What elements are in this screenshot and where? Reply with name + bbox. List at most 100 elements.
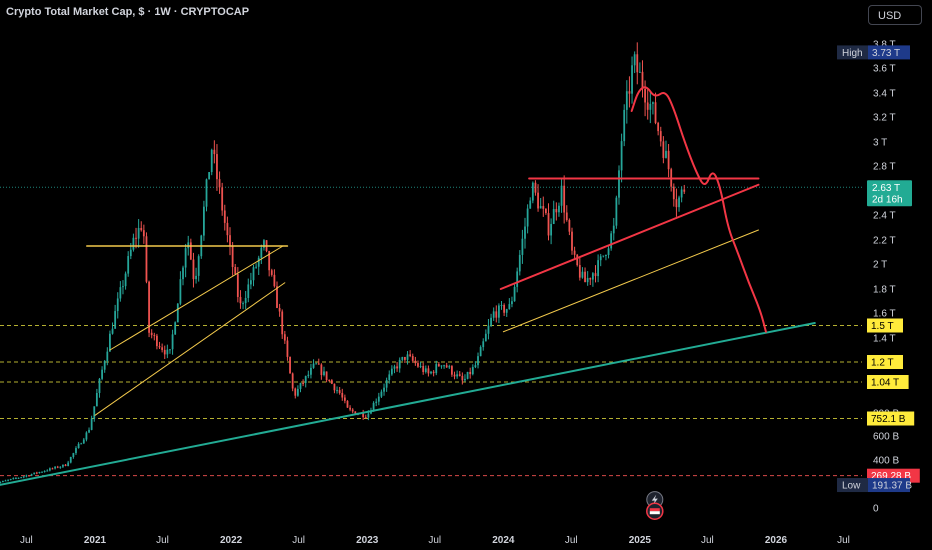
candle (51, 467, 54, 470)
candle (362, 409, 365, 420)
candle (607, 246, 610, 259)
candle (249, 272, 252, 290)
candle (116, 292, 119, 319)
price-tag-value: 2.63 T (872, 183, 900, 194)
y-tick-label: 3.8 T (873, 40, 896, 51)
trend-line[interactable] (109, 245, 284, 351)
trend-line[interactable] (502, 229, 759, 333)
candle (35, 471, 38, 475)
x-tick-label: Jul (428, 535, 441, 546)
candle (142, 224, 145, 244)
candle (375, 398, 378, 407)
candle (145, 232, 148, 284)
candle (85, 431, 88, 442)
x-tick-label: 2023 (356, 535, 379, 546)
candle (558, 202, 560, 217)
candle (242, 301, 244, 310)
candle (171, 329, 174, 355)
candle (495, 305, 498, 323)
candle (404, 356, 406, 364)
candle (508, 298, 511, 310)
candle (114, 304, 117, 329)
y-tick-label: 400 B (873, 456, 899, 467)
candle (364, 414, 367, 419)
candle (192, 252, 195, 288)
y-tick-label: 600 B (873, 432, 899, 443)
candle (618, 165, 620, 205)
candle (90, 415, 93, 431)
candle (471, 364, 474, 376)
candle (64, 464, 67, 467)
y-axis: 3.8 T 3.6 T 3.4 T 3.2 T 3 T 2.8 T 2.4 T 2.2 T 2 … (873, 40, 899, 515)
projection-path[interactable] (630, 86, 767, 333)
price-tag-value: 269.28 B (871, 471, 911, 482)
price-tag-level: 1.04 T (867, 375, 909, 389)
candle (380, 389, 383, 399)
candle (291, 372, 294, 392)
candle (106, 347, 109, 366)
candle (670, 167, 673, 192)
flag-icon[interactable] (646, 502, 664, 520)
candle (346, 400, 349, 408)
candle (56, 465, 59, 469)
candle (563, 175, 566, 224)
candle (244, 290, 247, 310)
candle (597, 254, 600, 283)
candle (182, 265, 184, 286)
candle (464, 374, 466, 382)
candle (411, 353, 414, 363)
y-tick-label: 2.4 T (873, 211, 896, 222)
candle (325, 371, 328, 383)
candle (304, 375, 307, 388)
candle (644, 80, 646, 117)
candle (310, 363, 312, 379)
candle (448, 364, 451, 369)
price-tag-value: 1.04 T (871, 378, 899, 389)
candle (216, 144, 218, 191)
candle (263, 239, 265, 251)
candle (516, 267, 519, 293)
candle (69, 456, 72, 464)
candle (419, 361, 422, 369)
price-tags: High 3.73 T 2.63 T2d 16h 1.5 T 1.2 T 1.04 T 75… (837, 45, 920, 493)
candle (54, 466, 56, 470)
candle (148, 280, 150, 338)
x-tick-label: Jul (156, 535, 169, 546)
candle (487, 319, 490, 340)
candle (610, 230, 613, 251)
candle (213, 140, 216, 164)
candle (602, 255, 605, 258)
candle (299, 382, 302, 393)
candle (398, 357, 401, 373)
candle (315, 362, 318, 365)
candle (451, 365, 453, 377)
candle (349, 405, 351, 412)
candle (317, 358, 320, 365)
candle (521, 229, 524, 264)
price-tag-high: High 3.73 T (837, 45, 910, 60)
x-tick-label: 2024 (492, 535, 515, 546)
y-tick-label: 3 T (873, 138, 887, 149)
candle (0, 481, 2, 484)
trend-line[interactable] (499, 183, 760, 290)
candle (581, 267, 584, 279)
candle (281, 309, 284, 339)
candle (409, 350, 412, 358)
x-tick-label: Jul (701, 535, 714, 546)
candle (484, 329, 487, 342)
candle (443, 364, 445, 369)
trend-line[interactable] (94, 282, 286, 416)
candle (492, 307, 495, 321)
candle (302, 379, 305, 387)
price-tag-caption: Low (842, 481, 861, 492)
candle (633, 51, 636, 74)
currency-button[interactable]: USD (868, 5, 922, 25)
trend-line[interactable] (0, 322, 816, 486)
y-tick-label: 3.4 T (873, 89, 896, 100)
candle (82, 437, 85, 444)
candle (652, 101, 654, 115)
candle (7, 479, 10, 482)
candle (124, 271, 127, 290)
candle (503, 303, 506, 317)
